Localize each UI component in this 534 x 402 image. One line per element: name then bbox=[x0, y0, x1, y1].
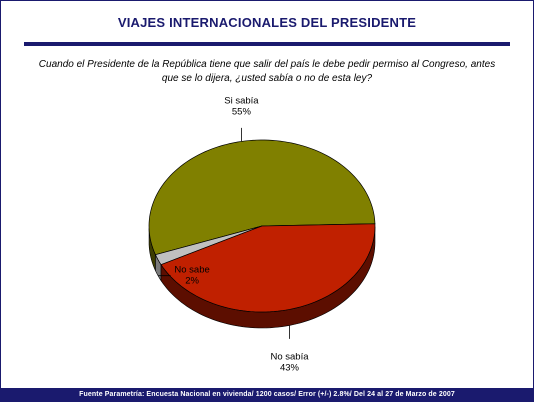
source-footer: Fuente Parametría: Encuesta Nacional en … bbox=[0, 388, 534, 402]
pie-slice-no-sabia bbox=[160, 223, 376, 313]
pie-tops bbox=[148, 139, 376, 313]
survey-question: Cuando el Presidente de la República tie… bbox=[38, 59, 496, 84]
pie-value-no-sabe: 2% bbox=[185, 276, 199, 287]
page-title: VIAJES INTERNACIONALES DEL PRESIDENTE bbox=[117, 15, 417, 30]
pie-label-no-sabia: No sabía bbox=[270, 351, 309, 362]
pie-label-no-sabe: No sabe bbox=[174, 265, 209, 276]
pie-slice-si-sabia bbox=[148, 139, 376, 256]
pie-value-no-sabia: 43% bbox=[280, 362, 300, 373]
title-divider bbox=[24, 42, 510, 46]
pie-label-si-sabia: Si sabía bbox=[224, 95, 259, 106]
pie-slice-no-sabe bbox=[154, 225, 263, 266]
pie-leaders bbox=[158, 127, 290, 339]
pie-value-si-sabia: 55% bbox=[232, 106, 252, 117]
